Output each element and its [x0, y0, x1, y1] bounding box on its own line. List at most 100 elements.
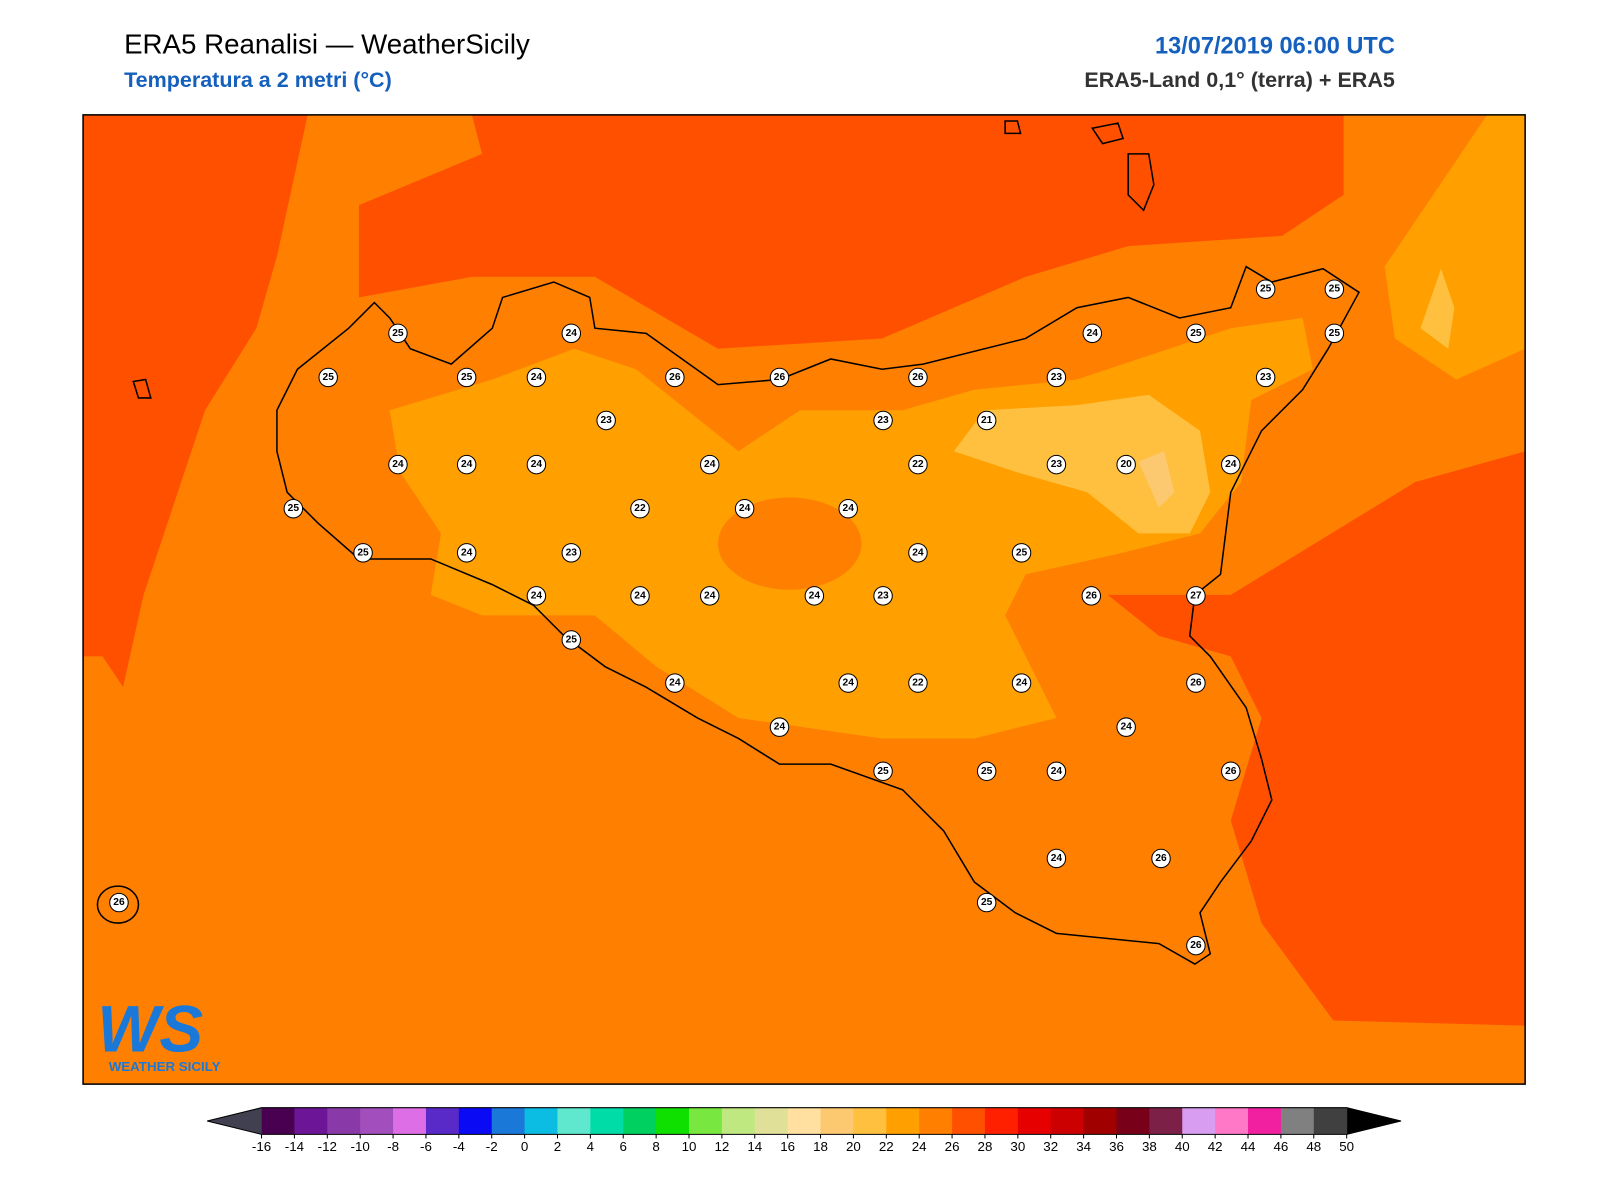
logo: WS WEATHER SICILY — [97, 992, 220, 1073]
station-value: 22 — [912, 678, 924, 689]
colorbar: -16 -14 -12 -10 -8 -6 -4 -2 0 2 4 6 8 10 12 14 16 18 20 22 2… — [207, 1107, 1402, 1154]
colorbar-tick-label: 48 — [1306, 1139, 1321, 1154]
station-value: 24 — [634, 590, 646, 601]
colorbar-swatch — [952, 1107, 986, 1135]
station-value: 25 — [357, 547, 369, 558]
station-marker — [700, 586, 720, 606]
logo-mark: WS — [97, 992, 203, 1065]
station-value: 24 — [461, 547, 473, 558]
station-marker — [456, 454, 477, 475]
colorbar-swatch — [1182, 1107, 1216, 1135]
station-value: 24 — [566, 328, 578, 339]
station-value: 21 — [981, 415, 993, 426]
colorbar-swatch — [886, 1107, 920, 1135]
colorbar-tick-label: 26 — [945, 1139, 960, 1154]
station-value: 24 — [774, 722, 786, 733]
colorbar-tick-label: -2 — [486, 1139, 498, 1154]
colorbar-swatch — [294, 1107, 328, 1135]
station-marker — [456, 543, 477, 563]
station-value: 24 — [843, 678, 855, 689]
station-marker — [976, 761, 997, 782]
station-marker — [1011, 673, 1032, 693]
station-value: 24 — [1225, 459, 1237, 470]
station-value: 25 — [1329, 284, 1341, 295]
colorbar-tick-label: 44 — [1241, 1139, 1256, 1154]
station-value: 25 — [1190, 328, 1202, 339]
station-marker — [561, 630, 582, 650]
station-value: 26 — [1225, 766, 1237, 777]
station-marker — [665, 673, 685, 693]
station-marker — [873, 410, 893, 431]
station-marker — [908, 543, 928, 563]
station-marker — [908, 673, 928, 693]
station-value: 25 — [288, 503, 300, 514]
colorbar-tick-label: 20 — [846, 1139, 861, 1154]
title: ERA5 Reanalisi — WeatherSicily — [124, 28, 530, 59]
station-marker — [318, 367, 338, 388]
station-marker — [873, 586, 893, 606]
colorbar-tick-label: 2 — [554, 1139, 561, 1154]
map: 25 24 25 25 24 26 26 26 23 24 25 25 25 25 23 23 23 21 24 24… — [83, 114, 1526, 1085]
station-value: 25 — [1260, 284, 1272, 295]
colorbar-tick-label: 8 — [652, 1139, 659, 1154]
station-marker — [1186, 323, 1206, 344]
colorbar-swatch — [327, 1107, 361, 1135]
station-marker — [596, 410, 616, 431]
station-marker — [1186, 673, 1206, 693]
station-marker — [526, 367, 547, 388]
subtitle: Temperatura a 2 metri (°C) — [124, 68, 392, 92]
station-marker — [873, 761, 893, 782]
station-value: 24 — [461, 459, 473, 470]
station-value: 23 — [1051, 459, 1063, 470]
colorbar-tick-label: 32 — [1043, 1139, 1058, 1154]
colorbar-tick-label: -12 — [318, 1139, 337, 1154]
station-marker — [1081, 586, 1102, 606]
station-marker — [700, 454, 720, 475]
colorbar-tick-label: 0 — [521, 1139, 528, 1154]
station-marker — [526, 586, 547, 606]
station-value: 25 — [981, 766, 993, 777]
logo-text: WEATHER SICILY — [109, 1059, 221, 1074]
colorbar-swatch — [919, 1107, 953, 1135]
station-marker — [976, 892, 997, 913]
station-value: 24 — [1016, 678, 1028, 689]
colorbar-swatch — [458, 1107, 493, 1135]
colorbar-tick-label: -14 — [285, 1139, 305, 1154]
source: ERA5-Land 0,1° (terra) + ERA5 — [1084, 68, 1395, 92]
station-marker — [1046, 367, 1067, 388]
colorbar-swatch — [261, 1107, 295, 1135]
station-value: 23 — [566, 547, 578, 558]
colorbar-tick-label: 14 — [747, 1139, 762, 1154]
station-value: 26 — [1190, 678, 1202, 689]
colorbar-swatch — [1116, 1107, 1150, 1135]
station-marker — [1046, 761, 1067, 782]
colorbar-swatch — [689, 1107, 723, 1135]
station-marker — [1186, 586, 1206, 606]
colorbar-tick-label: 10 — [682, 1139, 697, 1154]
station-value: 25 — [877, 766, 889, 777]
colorbar-tick-label: -8 — [387, 1139, 399, 1154]
station-value: 24 — [843, 503, 855, 514]
colorbar-swatch — [524, 1107, 558, 1135]
colorbar-tick-label: 50 — [1339, 1139, 1354, 1154]
station-value: 25 — [566, 635, 578, 646]
station-value: 26 — [669, 372, 681, 383]
station-marker — [109, 892, 129, 913]
station-marker — [1186, 935, 1206, 956]
station-value: 24 — [912, 547, 924, 558]
station-value: 27 — [1190, 590, 1202, 601]
colorbar-swatch — [623, 1107, 657, 1135]
stations: 25 24 25 25 24 26 26 26 23 24 25 25 25 25 23 23 23 21 24 24… — [109, 279, 1345, 956]
station-marker — [388, 323, 408, 344]
colorbar-swatch — [1248, 1107, 1282, 1135]
colorbar-swatch — [393, 1107, 427, 1135]
station-value: 24 — [531, 372, 543, 383]
station-value: 23 — [600, 415, 612, 426]
colorbar-tick-label: 16 — [780, 1139, 795, 1154]
colorbar-tick-label: -16 — [252, 1139, 271, 1154]
station-marker — [1116, 454, 1136, 475]
colorbar-tick-label: 38 — [1142, 1139, 1157, 1154]
station-marker — [1151, 848, 1171, 869]
station-marker — [283, 498, 304, 519]
station-value: 26 — [1086, 590, 1098, 601]
